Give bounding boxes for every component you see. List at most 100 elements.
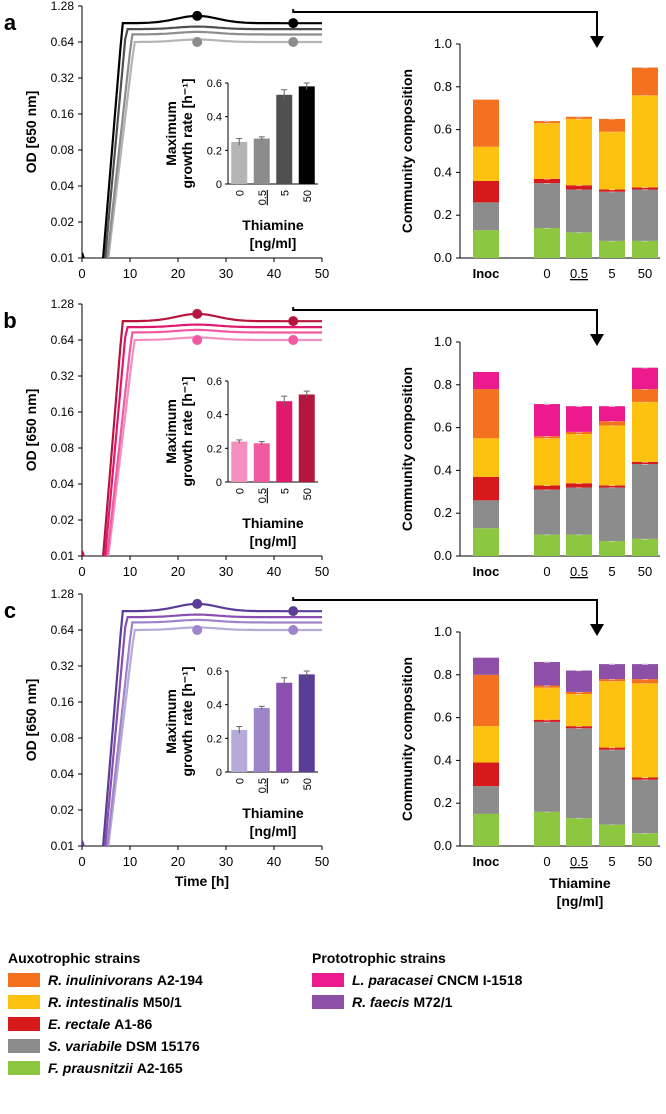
inset-y-tick-label: 0 — [216, 179, 222, 191]
legend-strain: A2-194 — [156, 972, 203, 988]
sampling-marker — [288, 316, 299, 327]
composition-segment-rectale — [534, 719, 560, 722]
composition-segment-prausnitzii — [473, 230, 499, 258]
legend-species: R. inulinivorans — [48, 972, 154, 988]
composition-x-tick-label: 0 — [543, 266, 550, 281]
composition-segment-variabile — [566, 487, 592, 535]
growth-y-tick-label: 0.01 — [51, 839, 75, 853]
legend-swatch — [8, 995, 40, 1009]
composition-segment-prausnitzii — [599, 541, 625, 556]
composition-y-tick-label: 0.4 — [434, 462, 452, 477]
legend-swatch — [8, 1061, 40, 1075]
composition-x-tick-label: 5 — [608, 854, 615, 869]
inset-bar — [231, 441, 248, 482]
growth-y-tick-label: 0.64 — [51, 35, 75, 49]
composition-segment-intestinalis — [632, 683, 658, 778]
panel-letter-a: a — [4, 10, 17, 35]
inset-bar — [298, 86, 315, 184]
composition-segment-prausnitzii — [534, 534, 560, 556]
arrow-head — [590, 624, 604, 636]
growth-y-label: OD [650 nm] — [23, 389, 39, 471]
composition-segment-variabile — [566, 189, 592, 233]
composition-segment-prausnitzii — [534, 228, 560, 258]
composition-segment-rectale — [566, 726, 592, 729]
panel-letter-c: c — [4, 598, 16, 623]
legend-item-paracasei: L. paracasei CNCM I-1518 — [312, 969, 522, 991]
legend-item-variabile: S. variabile DSM 15176 — [8, 1035, 203, 1057]
inset-x-tick-label: 0.5 — [257, 190, 269, 205]
growth-x-tick-label: 20 — [171, 854, 185, 869]
legend-prototrophic: Prototrophic strains L. paracasei CNCM I… — [312, 950, 522, 1013]
growth-y-tick-label: 0.08 — [51, 441, 75, 455]
growth-y-tick-label: 1.28 — [51, 297, 75, 311]
growth-x-tick-label: 50 — [315, 564, 329, 579]
inset-y-label: growth rate [h⁻¹] — [179, 78, 195, 188]
growth-y-tick-label: 0.16 — [51, 107, 75, 121]
composition-segment-intestinalis — [632, 95, 658, 188]
legend-swatch — [8, 973, 40, 987]
inset-x-tick-label: 0.5 — [257, 778, 269, 793]
inset-x-label: Thiamine — [242, 515, 304, 531]
composition-y-tick-label: 0.8 — [434, 667, 452, 682]
legend-species: L. paracasei — [352, 972, 433, 988]
growth-curve-1 — [82, 328, 322, 556]
composition-y-tick-label: 0.2 — [434, 505, 452, 520]
composition-segment-rectale — [473, 180, 499, 203]
composition-segment-intestinalis — [534, 123, 560, 179]
legend-strain: A2-165 — [136, 1060, 183, 1076]
growth-x-tick-label: 20 — [171, 266, 185, 281]
composition-segment-rectale — [534, 485, 560, 490]
sampling-marker — [192, 10, 203, 21]
growth-x-tick-label: 0 — [78, 564, 85, 579]
composition-segment-intestinalis — [566, 118, 592, 186]
inset-bar — [298, 674, 315, 772]
inset-y-tick-label: 0.6 — [207, 78, 222, 90]
composition-x-tick-label: 5 — [608, 266, 615, 281]
composition-segment-rectale — [632, 461, 658, 464]
composition-segment-variabile — [534, 489, 560, 535]
composition-segment-variabile — [599, 487, 625, 542]
composition-segment-rectale — [599, 485, 625, 488]
composition-segment-variabile — [473, 500, 499, 529]
growth-curve-2 — [82, 25, 322, 258]
composition-segment-prausnitzii — [473, 528, 499, 556]
composition-segment-inulinivorans — [599, 118, 625, 132]
growth-y-tick-label: 0.32 — [51, 71, 75, 85]
composition-x-tick-label: 50 — [638, 266, 652, 281]
inset-y-label: growth rate [h⁻¹] — [179, 666, 195, 776]
panel-a: a 0.01 0.02 0.04 0.08 0.16 0.32 0.64 1.28 0 10 20 30… — [4, 0, 660, 281]
composition-y-label: Community composition — [399, 69, 415, 233]
composition-segment-rectale — [566, 185, 592, 190]
inset-x-label: [ng/ml] — [250, 823, 297, 839]
growth-y-tick-label: 0.16 — [51, 695, 75, 709]
composition-segment-prausnitzii — [632, 538, 658, 556]
sampling-marker — [192, 37, 203, 47]
legend-swatch — [312, 995, 344, 1009]
sampling-marker — [288, 18, 299, 29]
composition-y-tick-label: 0.2 — [434, 795, 452, 810]
inset-x-tick-label: 50 — [302, 488, 314, 500]
composition-y-tick-label: 0.4 — [434, 752, 452, 767]
growth-curve-2 — [82, 323, 322, 556]
growth-x-tick-label: 20 — [171, 564, 185, 579]
legend-swatch — [312, 973, 344, 987]
composition-segment-intestinalis — [566, 694, 592, 727]
inset-x-label: [ng/ml] — [250, 533, 297, 549]
composition-segment-prausnitzii — [632, 833, 658, 846]
composition-segment-faecis — [534, 661, 560, 686]
composition-segment-paracasei — [599, 406, 625, 422]
growth-y-tick-label: 0.08 — [51, 143, 75, 157]
growth-x-tick-label: 50 — [315, 854, 329, 869]
inset-y-tick-label: 0.2 — [207, 145, 222, 157]
composition-segment-intestinalis — [599, 131, 625, 190]
composition-segment-inulinivorans — [566, 431, 592, 435]
growth-curve-0 — [82, 336, 322, 556]
growth-y-tick-label: 1.28 — [51, 0, 75, 13]
sampling-marker — [192, 598, 203, 609]
composition-y-tick-label: 0.4 — [434, 164, 452, 179]
composition-segment-rectale — [473, 476, 499, 501]
inset-x-tick-label: 0 — [234, 488, 246, 494]
legend-prototrophic-title: Prototrophic strains — [312, 950, 446, 966]
inset-x-tick-label: 50 — [302, 190, 314, 202]
growth-curve-0 — [82, 38, 322, 258]
